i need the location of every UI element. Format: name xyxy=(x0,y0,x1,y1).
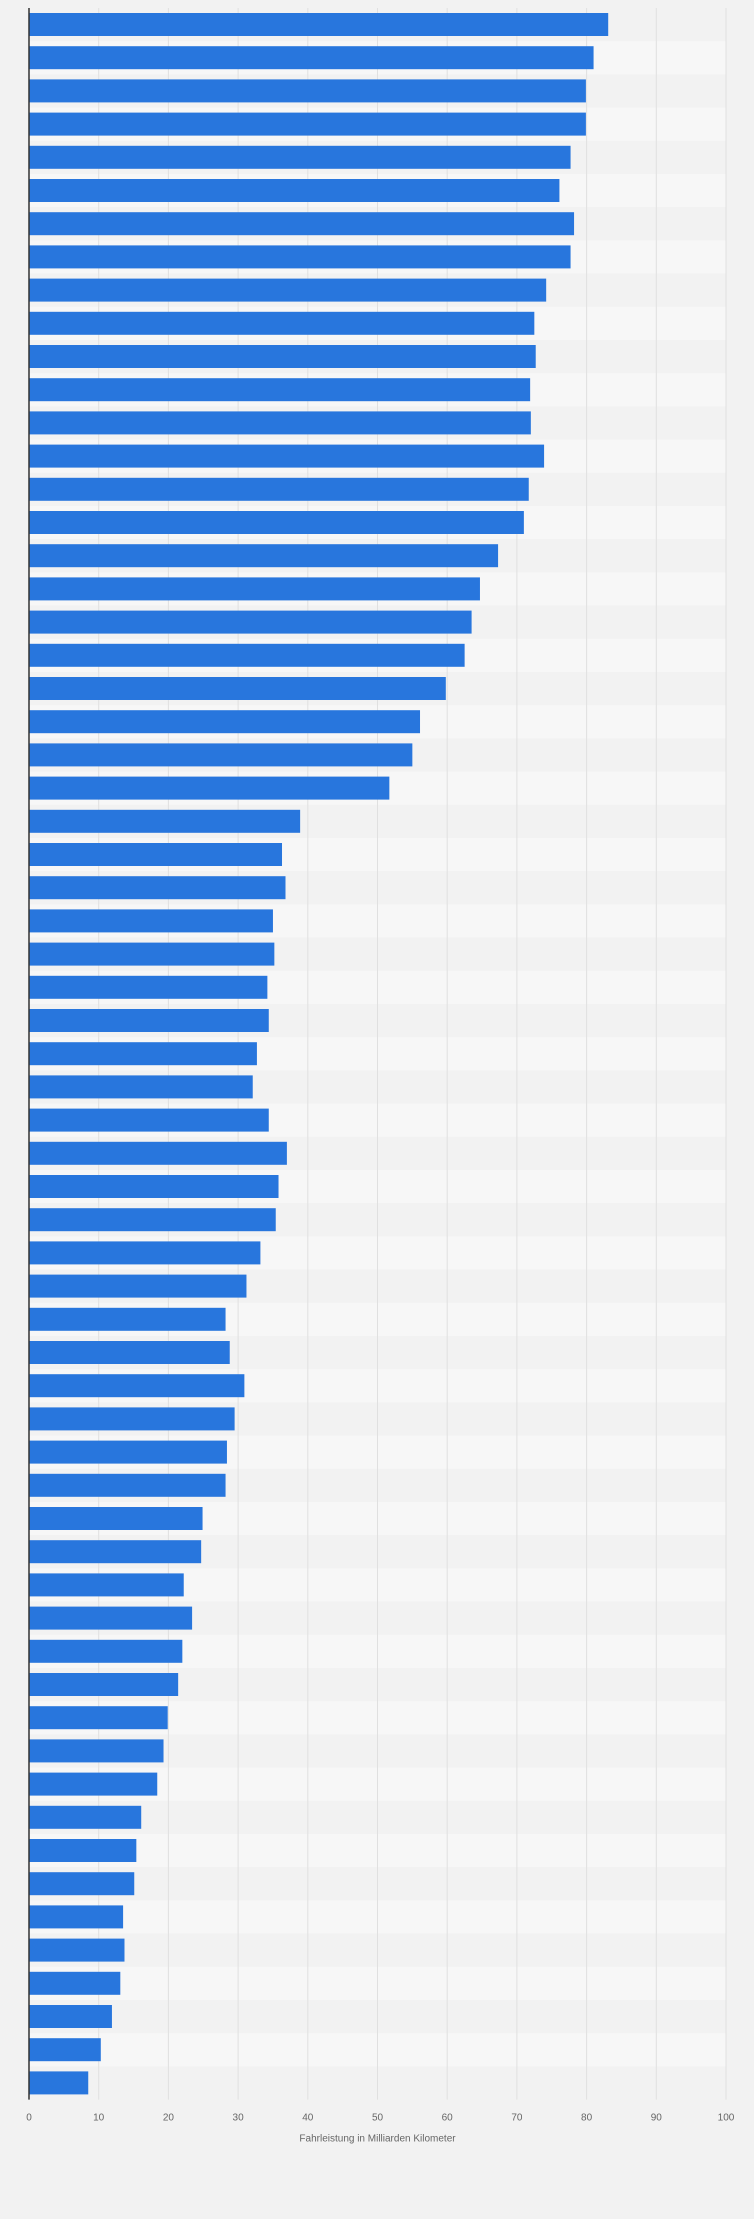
x-tick-label: 20 xyxy=(163,2113,175,2124)
bar xyxy=(29,1507,203,1530)
x-tick-label: 30 xyxy=(233,2113,245,2124)
x-tick-label: 10 xyxy=(93,2113,105,2124)
bar xyxy=(29,477,529,501)
bar xyxy=(29,1374,245,1398)
bar xyxy=(29,378,531,402)
bar xyxy=(29,511,524,534)
bar xyxy=(29,942,275,966)
x-tick-label: 50 xyxy=(372,2113,384,2124)
bar xyxy=(29,245,571,269)
bar xyxy=(29,1274,247,1298)
bar xyxy=(29,145,571,169)
x-tick-label: 0 xyxy=(26,2113,32,2124)
bar xyxy=(29,809,301,833)
bar xyxy=(29,2038,101,2062)
bar xyxy=(29,1639,183,1663)
bar xyxy=(29,1473,226,1497)
bar xyxy=(29,1872,135,1896)
bar xyxy=(29,1241,261,1265)
bar xyxy=(29,1772,158,1796)
bar xyxy=(29,975,268,999)
bar xyxy=(29,1839,137,1862)
bar xyxy=(29,212,575,236)
bar xyxy=(29,1075,253,1099)
bar xyxy=(29,610,472,634)
bar xyxy=(29,909,273,933)
bar xyxy=(29,743,413,767)
bar xyxy=(29,1971,121,1995)
x-tick-label: 90 xyxy=(651,2113,663,2124)
bar xyxy=(29,2071,89,2095)
bar xyxy=(29,46,594,70)
bar xyxy=(29,1938,125,1962)
bar xyxy=(29,1905,124,1929)
bar xyxy=(29,13,609,36)
bar xyxy=(29,1540,202,1564)
bar xyxy=(29,311,535,335)
bar xyxy=(29,1805,142,1829)
bar xyxy=(29,179,560,202)
x-tick-label: 80 xyxy=(581,2113,593,2124)
bar xyxy=(29,345,536,368)
bar xyxy=(29,776,390,800)
bar xyxy=(29,544,499,568)
bar xyxy=(29,1307,226,1331)
bar xyxy=(29,444,545,468)
bars xyxy=(29,13,609,2095)
x-tick-label: 70 xyxy=(511,2113,523,2124)
bar xyxy=(29,1573,184,1597)
bar xyxy=(29,1108,269,1132)
bar xyxy=(29,643,465,667)
bar xyxy=(29,79,586,103)
bar xyxy=(29,2005,112,2028)
bar xyxy=(29,411,531,435)
bar xyxy=(29,677,446,700)
bar xyxy=(29,1141,287,1165)
x-axis-title: Fahrleistung in Milliarden Kilometer xyxy=(299,2134,456,2145)
bar xyxy=(29,1673,179,1696)
bar xyxy=(29,843,283,866)
bar xyxy=(29,1341,230,1364)
x-tick-label: 60 xyxy=(442,2113,454,2124)
bar xyxy=(29,112,586,136)
bar xyxy=(29,278,547,302)
bar xyxy=(29,1739,164,1763)
bar xyxy=(29,1208,276,1232)
x-tick-labels: 0 10 20 30 40 50 60 70 80 90 100 xyxy=(26,2113,735,2124)
bar xyxy=(29,710,421,734)
bar xyxy=(29,1706,168,1730)
bar xyxy=(29,1606,193,1630)
bar xyxy=(29,1009,269,1032)
x-tick-label: 100 xyxy=(718,2113,735,2124)
bar xyxy=(29,1175,279,1198)
bar xyxy=(29,1042,257,1066)
bar xyxy=(29,876,286,900)
bar xyxy=(29,1440,227,1464)
x-tick-label: 40 xyxy=(302,2113,314,2124)
bar xyxy=(29,1407,235,1431)
bar xyxy=(29,577,480,601)
